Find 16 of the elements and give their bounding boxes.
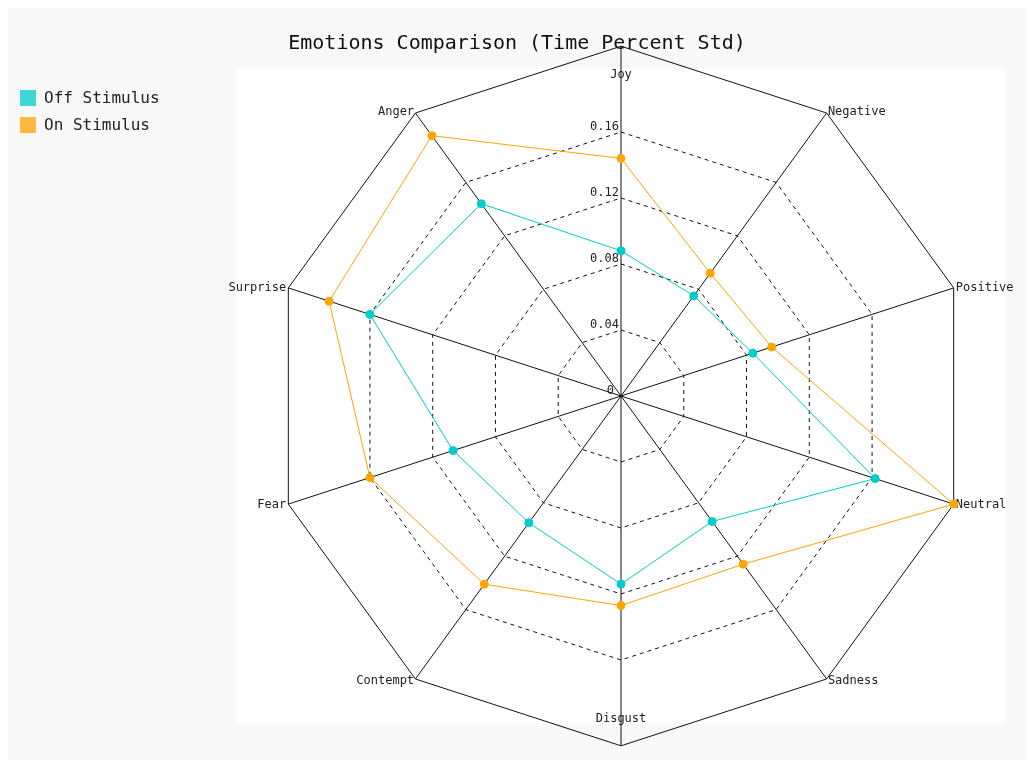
spoke-label: Contempt bbox=[356, 673, 415, 688]
legend-label: Off Stimulus bbox=[44, 88, 160, 107]
spoke-label: Joy bbox=[610, 66, 632, 81]
y-tick-label: 0.08 bbox=[590, 251, 619, 265]
y-tick-label: 0.12 bbox=[590, 185, 619, 199]
y-tick-label: 0.04 bbox=[590, 317, 619, 331]
spoke-label: Surprise bbox=[228, 279, 287, 294]
chart-title: Emotions Comparison (Time Percent Std) bbox=[287, 30, 747, 54]
spoke-label: Anger bbox=[377, 103, 415, 118]
spoke-label: Sadness bbox=[827, 673, 879, 688]
spoke-label: Positive bbox=[955, 279, 1014, 294]
spoke-label: Fear bbox=[257, 497, 287, 512]
y-tick-label: 0.16 bbox=[590, 119, 619, 133]
spoke-label: Negative bbox=[827, 103, 886, 118]
legend-label: On Stimulus bbox=[44, 115, 150, 134]
spoke-label: Disgust bbox=[595, 710, 647, 725]
